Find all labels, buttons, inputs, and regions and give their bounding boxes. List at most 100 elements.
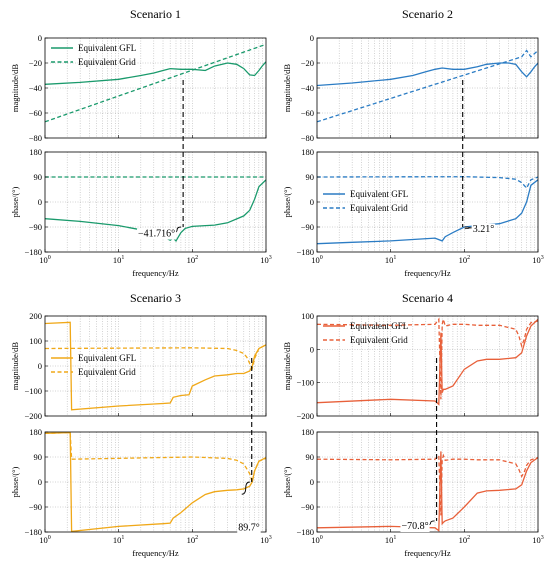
y-tick-label: −180: [296, 247, 314, 257]
series-line-equivalent-gfl: [317, 179, 538, 245]
y-tick-label: −60: [29, 108, 42, 118]
y-axis-label: phase/(°): [10, 186, 20, 217]
legend-label: Equivalent Grid: [350, 203, 408, 213]
y-tick-label: 90: [34, 452, 43, 462]
x-tick-label: 101: [113, 255, 125, 265]
y-tick-label: −180: [24, 527, 42, 537]
crossover-marker: 3.21°: [462, 80, 496, 235]
legend-label: Equivalent GFL: [350, 189, 408, 199]
gap-brace: [464, 226, 473, 230]
gap-brace: [241, 481, 250, 495]
legend-label: Equivalent Grid: [78, 57, 136, 67]
x-tick-label: 100: [39, 535, 51, 545]
y-tick-label: 90: [34, 172, 43, 182]
crossover-marker: −41.716°: [136, 80, 184, 240]
magnitude-panel: 100 0 −100 −200 magnitude/dB Equivalent GFL Eq…: [282, 311, 539, 421]
y-tick-label: −90: [29, 502, 42, 512]
chart-scenario-1: Scenario 1 0 −20 −40 −60 −80 magnitude/dB Equiv…: [10, 7, 272, 278]
phase-panel: 180 90 0 −90 −180 phase/(°) Equivalent GFL Equi…: [282, 147, 539, 257]
y-tick-label: 90: [306, 452, 315, 462]
phase-panel: 180 90 0 −90 −180 phase/(°): [282, 427, 539, 537]
y-tick-label: −60: [301, 108, 314, 118]
y-tick-label: −200: [296, 411, 314, 421]
y-tick-label: 200: [29, 311, 42, 321]
series-line-equivalent-grid: [317, 317, 538, 400]
x-tick-label: 102: [459, 535, 471, 545]
series-line-equivalent-grid: [317, 453, 538, 516]
x-axis-label: frequency/Hz: [132, 548, 178, 558]
y-tick-label: 90: [306, 172, 315, 182]
gap-annotation: 89.7°: [238, 522, 260, 533]
y-axis-label: magnitude/dB: [282, 342, 292, 390]
y-tick-label: −180: [296, 527, 314, 537]
chart-scenario-2: Scenario 2 0 −20 −40 −60 −80 magnitude/dB 180 90…: [282, 7, 544, 278]
annotation-bg: [237, 522, 261, 534]
y-tick-label: 0: [310, 477, 314, 487]
x-tick-label: 103: [532, 255, 544, 265]
x-axis-label: frequency/Hz: [132, 268, 178, 278]
gap-annotation: −70.8°: [401, 521, 428, 532]
x-tick-label: 102: [459, 255, 471, 265]
x-tick-label: 103: [260, 535, 272, 545]
x-tick-label: 103: [532, 535, 544, 545]
y-tick-label: −20: [301, 58, 314, 68]
y-tick-label: 100: [301, 311, 314, 321]
crossover-marker: 89.7°: [237, 358, 261, 534]
series-line-equivalent-grid: [45, 43, 266, 123]
gap-annotation: −41.716°: [138, 229, 175, 240]
magnitude-panel: 200 100 0 −100 −200 magnitude/dB Equivalent GF…: [10, 311, 267, 421]
gap-annotation: 3.21°: [473, 224, 495, 235]
y-tick-label: 180: [301, 427, 314, 437]
chart-title: Scenario 3: [130, 291, 181, 305]
y-tick-label: 0: [310, 344, 314, 354]
series-line-equivalent-grid: [317, 49, 538, 123]
chart-title: Scenario 4: [402, 291, 453, 305]
y-tick-label: −180: [24, 247, 42, 257]
plot-frame: [316, 315, 539, 417]
y-tick-label: 0: [38, 361, 42, 371]
chart-scenario-3: Scenario 3 200 100 0 −100 −200 magnitude/dB Equ…: [10, 291, 272, 558]
series-line-equivalent-grid: [317, 176, 538, 190]
y-tick-label: −80: [29, 133, 42, 143]
magnitude-panel: 0 −20 −40 −60 −80 magnitude/dB Equivalent GFL E…: [10, 33, 267, 143]
series-line-equivalent-grid: [45, 432, 266, 485]
y-axis-label: phase/(°): [282, 466, 292, 497]
y-tick-label: 180: [29, 147, 42, 157]
phase-panel: 180 90 0 −90 −180 phase/(°): [10, 427, 267, 537]
crossover-marker: −70.8°: [400, 358, 438, 533]
y-axis-label: magnitude/dB: [10, 64, 20, 112]
y-axis-label: magnitude/dB: [282, 64, 292, 112]
legend-label: Equivalent GFL: [78, 353, 136, 363]
phase-panel: 180 90 0 −90 −180 phase/(°): [10, 147, 267, 257]
y-tick-label: −20: [29, 58, 42, 68]
y-tick-label: −90: [29, 222, 42, 232]
y-tick-label: −40: [29, 83, 42, 93]
y-axis-label: magnitude/dB: [10, 342, 20, 390]
chart-title: Scenario 1: [130, 7, 181, 21]
y-tick-label: 0: [310, 197, 314, 207]
y-tick-label: −90: [301, 222, 314, 232]
y-tick-label: −100: [24, 386, 42, 396]
x-tick-label: 103: [260, 255, 272, 265]
legend-label: Equivalent Grid: [78, 367, 136, 377]
y-tick-label: 180: [301, 147, 314, 157]
x-tick-label: 100: [311, 535, 323, 545]
legend-label: Equivalent Grid: [350, 335, 408, 345]
annotation-bg: [471, 223, 496, 235]
legend-label: Equivalent GFL: [350, 321, 408, 331]
chart-scenario-4: Scenario 4 100 0 −100 −200 magnitude/dB Equiva…: [282, 291, 544, 558]
x-tick-label: 101: [385, 255, 397, 265]
magnitude-panel: 0 −20 −40 −60 −80 magnitude/dB: [282, 33, 539, 143]
y-tick-label: 0: [38, 197, 42, 207]
y-axis-label: phase/(°): [10, 466, 20, 497]
y-tick-label: 180: [29, 427, 42, 437]
y-tick-label: 0: [310, 33, 314, 43]
y-axis-label: phase/(°): [282, 186, 292, 217]
y-tick-label: 0: [38, 33, 42, 43]
x-tick-label: 100: [39, 255, 51, 265]
series-line-equivalent-gfl: [317, 62, 538, 87]
legend-label: Equivalent GFL: [78, 43, 136, 53]
series-line-equivalent-gfl: [317, 451, 538, 532]
y-tick-label: −40: [301, 83, 314, 93]
series-line-equivalent-grid: [45, 344, 266, 371]
